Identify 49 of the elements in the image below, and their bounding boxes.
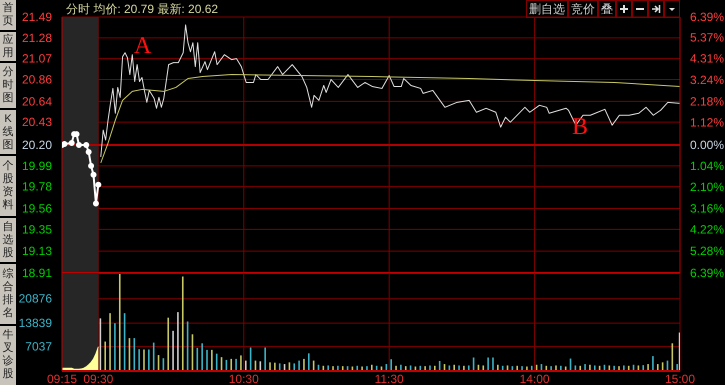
y2-tick-label: 3.16% [690, 201, 724, 216]
y-tick-label: 19.35 [22, 222, 52, 236]
y-tick-label: 19.99 [22, 158, 52, 173]
y-tick-label: 21.07 [22, 52, 52, 66]
y-tick-label: 18.91 [22, 266, 52, 280]
tab-button: 自选股 [0, 218, 16, 262]
y2-tick-label: 2.10% [690, 180, 724, 194]
y2-tick-label: 5.28% [690, 244, 724, 258]
y2-tick-label: 2.18% [690, 94, 724, 108]
y-tick-label: 7037 [25, 340, 52, 354]
y-tick-label: 20.43 [22, 115, 52, 130]
y-tick-label: 13839 [18, 316, 52, 330]
y2-tick-label: 5.37% [690, 30, 724, 44]
x-tick-label: 09:15 [46, 372, 78, 385]
x-tick-label: 15:00 [664, 372, 696, 385]
y2-tick-label: 6.39% [690, 10, 724, 24]
y-tick-label: 20.86 [22, 72, 52, 87]
tab-button: 分时图 [0, 63, 16, 108]
annotation: B [572, 114, 588, 140]
y-tick-label: 20876 [18, 292, 52, 306]
text: 删自选 [526, 0, 568, 18]
chart-title: 分时 均价: 20.79 最新: 20.62 [66, 1, 218, 18]
y2-tick-label: 1.04% [690, 158, 724, 173]
text: 叠 [598, 0, 616, 18]
y-tick-label: 19.13 [22, 244, 52, 258]
y2-tick-label: 1.12% [690, 116, 724, 130]
y2-tick-label: 6.39% [690, 266, 724, 280]
tab-button: 个股资料 [0, 156, 16, 216]
tab-button: 首页 [0, 0, 16, 30]
y-tick-label: 20.64 [22, 94, 52, 108]
tab-button: 综合排名 [0, 264, 16, 324]
x-tick-label: 10:30 [228, 372, 260, 385]
tab-button: 应用 [0, 32, 16, 62]
y-tick-label: 20.20 [22, 138, 52, 152]
y2-tick-label: 4.22% [690, 222, 724, 237]
tab-button: 牛叉诊股 [0, 326, 16, 385]
y2-tick-label: 3.24% [690, 73, 724, 88]
tab-button: K线图 [0, 110, 16, 154]
y2-tick-label: 4.31% [690, 52, 724, 66]
text: 竞价 [568, 0, 598, 18]
y-tick-label: 19.78 [22, 180, 52, 194]
y2-tick-label: 0.00% [690, 138, 724, 152]
annotation: A [134, 33, 152, 59]
x-tick-label: 14:00 [520, 372, 550, 385]
x-tick-label: 11:30 [374, 372, 404, 385]
y-tick-label: 21.49 [22, 10, 52, 24]
y-tick-label: 21.28 [22, 30, 52, 45]
y-tick-label: 19.56 [22, 202, 52, 216]
x-tick-label: 09:30 [83, 372, 114, 385]
